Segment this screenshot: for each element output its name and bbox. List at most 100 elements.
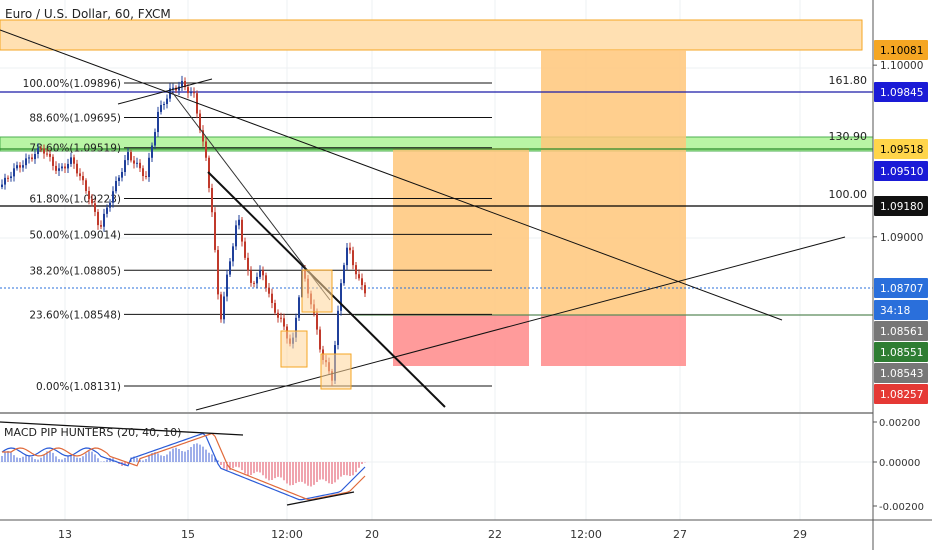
price-ticks: 1.10000 1.09000 [873, 60, 923, 244]
zones [0, 19, 874, 366]
candle [232, 243, 234, 267]
macd-trendline-top [0, 421, 244, 436]
candle [46, 148, 48, 157]
candle [109, 199, 111, 212]
fib-label-0: 100.00%(1.09896) [23, 78, 121, 90]
candle [226, 269, 228, 302]
candle [214, 207, 216, 253]
price-tag-label-10: 1.08257 [880, 389, 923, 401]
macd-line [1, 432, 366, 501]
candle [124, 154, 126, 176]
price-tag-label-4: 1.09180 [880, 201, 923, 213]
macd-tick-1: 0.00000 [879, 458, 920, 469]
candle [103, 208, 105, 232]
candle [211, 183, 213, 217]
signal-line [2, 432, 366, 501]
candle [76, 159, 78, 177]
candle [43, 144, 45, 159]
trendline-long-down [0, 29, 783, 321]
candle [358, 269, 360, 281]
trendline-up [195, 236, 846, 411]
price-tag-label-0: 1.10081 [880, 45, 923, 57]
candle [49, 149, 51, 162]
candle [346, 243, 348, 271]
candle [160, 100, 162, 115]
price-tag-label-9: 1.08543 [880, 368, 923, 380]
candle [262, 266, 264, 281]
price-tag-8: 1.08551 [874, 342, 928, 362]
candle [67, 158, 69, 173]
candle [97, 209, 99, 230]
candle [274, 299, 276, 316]
time-tick-1: 15 [181, 528, 195, 541]
candle [37, 143, 39, 159]
extension-label-0: 161.80 [829, 74, 868, 87]
time-tick-5: 12:00 [570, 528, 602, 541]
macd-ticks: 0.00200 0.00000 -0.00200 [873, 418, 924, 513]
candle [253, 280, 255, 288]
extension-label-1: 130.90 [829, 130, 868, 143]
candle [55, 161, 57, 174]
candle [178, 81, 180, 96]
candle [181, 75, 183, 91]
candle [283, 313, 285, 331]
time-tick-7: 29 [793, 528, 807, 541]
macd-panel [1, 432, 366, 501]
candle [163, 101, 165, 110]
price-tag-5: 1.08707 [874, 278, 928, 298]
candle [343, 262, 345, 286]
candle [112, 186, 114, 208]
candle [241, 217, 243, 247]
candle [100, 220, 102, 230]
candle [250, 266, 252, 287]
price-tag-1: 1.09845 [874, 82, 928, 102]
candle [259, 265, 261, 280]
time-tick-6: 27 [673, 528, 687, 541]
candle [220, 291, 222, 323]
candle [82, 171, 84, 185]
time-tick-0: 13 [58, 528, 72, 541]
candle [58, 163, 60, 176]
candle [127, 147, 129, 166]
fib-label-1: 88.60%(1.09695) [29, 113, 121, 125]
candle [172, 83, 174, 94]
candle [94, 199, 96, 217]
candle [202, 125, 204, 147]
candle [193, 87, 195, 98]
pattern-boxes [280, 269, 352, 390]
candle [196, 90, 198, 119]
macd-tick-2: -0.00200 [879, 502, 924, 513]
candle [247, 252, 249, 276]
time-tick-2: 12:00 [271, 528, 303, 541]
price-tag-10: 1.08257 [874, 384, 928, 404]
candle [151, 142, 153, 162]
candle [142, 165, 144, 182]
fib-label-6: 23.60%(1.08548) [29, 309, 121, 321]
price-tag-label-8: 1.08551 [880, 347, 923, 359]
candle [268, 282, 270, 298]
candle [166, 94, 168, 109]
candle [277, 309, 279, 323]
candle [319, 326, 321, 353]
macd-trendlines [0, 421, 355, 506]
candle [88, 186, 90, 205]
candle [184, 77, 186, 91]
candle [340, 279, 342, 316]
time-tick-4: 22 [488, 528, 502, 541]
time-tick-3: 20 [365, 528, 379, 541]
pattern-box-3 [320, 353, 352, 390]
candle [31, 153, 33, 162]
stop-zone-1 [393, 315, 529, 366]
candle [217, 245, 219, 300]
candle [10, 171, 12, 182]
candle [238, 214, 240, 230]
candle [265, 272, 267, 292]
fibonacci-retracement[interactable]: 100.00%(1.09896) 88.60%(1.09695) 78.60%(1.… [23, 78, 492, 393]
candle [73, 154, 75, 169]
candle [1, 179, 3, 190]
candle [148, 152, 150, 182]
target-zone-2 [541, 50, 686, 315]
trendline-short-down [171, 91, 331, 301]
price-tag-7: 1.08561 [874, 321, 928, 341]
